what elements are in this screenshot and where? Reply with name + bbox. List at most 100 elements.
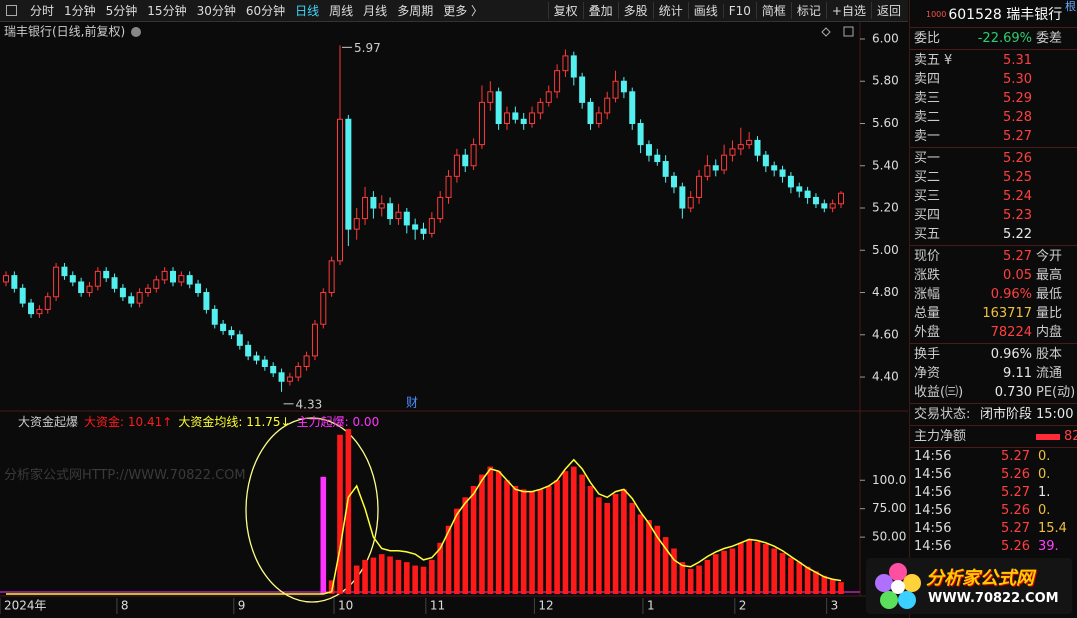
y-tick-label: 5.60 <box>872 116 899 130</box>
logo-flower <box>875 563 921 609</box>
x-tick-label: 2024年 <box>4 599 47 613</box>
period-tab[interactable]: 周线 <box>329 4 354 18</box>
tool-button[interactable]: +自选 <box>825 2 871 19</box>
quote-row: 换手 0.96% 股本 <box>910 345 1077 364</box>
tool-button[interactable]: 复权 <box>547 2 583 19</box>
candle-body <box>495 91 502 125</box>
tool-button[interactable]: 叠加 <box>582 2 618 19</box>
period-tab[interactable]: 多周期 <box>397 4 434 18</box>
legend-value: 11.75↓ <box>246 415 291 429</box>
logo: 分析家公式网 WWW.70822.COM <box>866 558 1072 614</box>
candle-body <box>554 70 561 93</box>
tool-button[interactable]: 多股 <box>617 2 653 19</box>
legend-name: 大资金 <box>84 415 128 429</box>
candle-body <box>412 224 419 230</box>
bid-row: 买一 5.26 <box>910 149 1077 168</box>
period-tab[interactable]: 月线 <box>363 4 388 18</box>
trade-price: 5.26 <box>1001 503 1030 518</box>
period-tab[interactable]: 30分钟 <box>196 4 236 18</box>
y-tick-label: 5.40 <box>872 158 899 172</box>
indicator-bar <box>429 559 435 594</box>
candle-body <box>228 330 235 336</box>
period-tab[interactable]: 1分钟 <box>64 4 96 18</box>
indicator-bar <box>404 562 410 594</box>
candle-body <box>704 165 711 177</box>
candle-body <box>61 266 68 277</box>
side-tab[interactable]: 根 <box>1065 0 1076 13</box>
period-tab[interactable]: 5分钟 <box>105 4 138 18</box>
ask-price: 5.31 <box>1003 53 1032 68</box>
legend-value: 0.00 <box>352 415 380 429</box>
period-tab[interactable]: 分时 <box>30 4 55 18</box>
bid-label: 买三 <box>914 189 941 204</box>
candle-body <box>595 112 602 125</box>
indicator-bar <box>654 525 661 594</box>
candle-body <box>170 270 176 283</box>
status-time: 15:00 <box>1036 407 1074 422</box>
candle-body <box>754 139 761 156</box>
tool-button[interactable]: 标记 <box>790 2 826 19</box>
x-tick-label: 2 <box>739 599 747 613</box>
candle-body <box>804 190 811 198</box>
ask-label-cell: 卖五 ¥ <box>914 51 958 70</box>
trade-price: 5.27 <box>1001 521 1030 536</box>
high-annotation: 5.97 <box>354 41 381 55</box>
trade-time: 14:56 <box>914 449 952 464</box>
candle-body <box>286 376 293 382</box>
period-tab[interactable]: 更多 〉 <box>443 4 484 18</box>
period-tab[interactable]: 15分钟 <box>147 4 187 18</box>
candle-body <box>445 175 452 198</box>
indicator-bar <box>738 542 744 594</box>
x-tick-label: 11 <box>430 599 445 613</box>
indicator-bar <box>495 471 502 594</box>
trade-time: 14:56 <box>914 521 952 536</box>
candle-body <box>11 275 18 289</box>
indicator-bar <box>696 565 702 594</box>
trade-time: 14:56 <box>914 539 952 554</box>
indicator-bar <box>554 480 560 594</box>
indicator-bar <box>479 474 485 594</box>
tool-button[interactable]: 返回 <box>870 2 906 19</box>
logo-name: 分析家公式网 <box>926 568 1034 589</box>
candle-body <box>604 97 611 114</box>
indicator-bar <box>604 503 610 594</box>
candle-body <box>771 165 778 171</box>
ask-price: 5.29 <box>1003 91 1032 106</box>
stats-block: 现价 5.27 今开 涨跌 0.05 最高 涨幅 0.96% 最低 总量 163717 量比 外盘 782… <box>910 246 1077 344</box>
trade-volume: 39. <box>1038 539 1059 554</box>
tool-button[interactable]: F10 <box>722 3 756 18</box>
indicator-bar <box>462 497 469 594</box>
bid-price: 5.26 <box>1003 151 1032 166</box>
candle-body <box>620 80 627 93</box>
tool-button[interactable]: 画线 <box>687 2 723 19</box>
candle-body <box>161 270 168 281</box>
tool-button[interactable]: 统计 <box>652 2 688 19</box>
ask-label: 卖一 <box>914 129 941 144</box>
quote-panel: 1000 601528 瑞丰银行 根 委比 -22.69% 委差 卖五 ¥5.31 卖四 5.… <box>909 0 1077 618</box>
period-tab[interactable]: 日线 <box>295 4 320 18</box>
candle-body <box>687 196 694 209</box>
indicator-bar <box>712 554 719 594</box>
candle-body <box>136 292 143 304</box>
candle-body <box>303 355 310 367</box>
ask-row: 卖四 5.30 <box>910 70 1077 89</box>
candle-body <box>186 275 193 285</box>
x-tick-label: 12 <box>538 599 553 613</box>
candle-body <box>587 101 594 124</box>
menu-icon[interactable] <box>6 5 17 16</box>
row-value: 78224 <box>990 325 1032 340</box>
tool-button[interactable]: 简框 <box>755 2 791 19</box>
bid-row: 买三 5.24 <box>910 187 1077 206</box>
ask-label: 卖四 <box>914 72 941 87</box>
quote-body: 委比 -22.69% 委差 卖五 ¥5.31 卖四 5.30 卖三 5.29 卖二 5.28 卖一 5.… <box>910 28 1077 556</box>
y-tick-label: 4.80 <box>872 285 899 299</box>
candle-body <box>529 112 536 125</box>
candle-body <box>395 211 402 220</box>
x-tick-label: 8 <box>121 599 129 613</box>
candle-body <box>270 365 277 374</box>
y-tick-label: 5.20 <box>872 201 899 215</box>
candle-body <box>119 287 126 298</box>
period-tab[interactable]: 60分钟 <box>245 4 286 18</box>
indicator-bar <box>353 565 360 594</box>
candle-body <box>829 203 836 209</box>
